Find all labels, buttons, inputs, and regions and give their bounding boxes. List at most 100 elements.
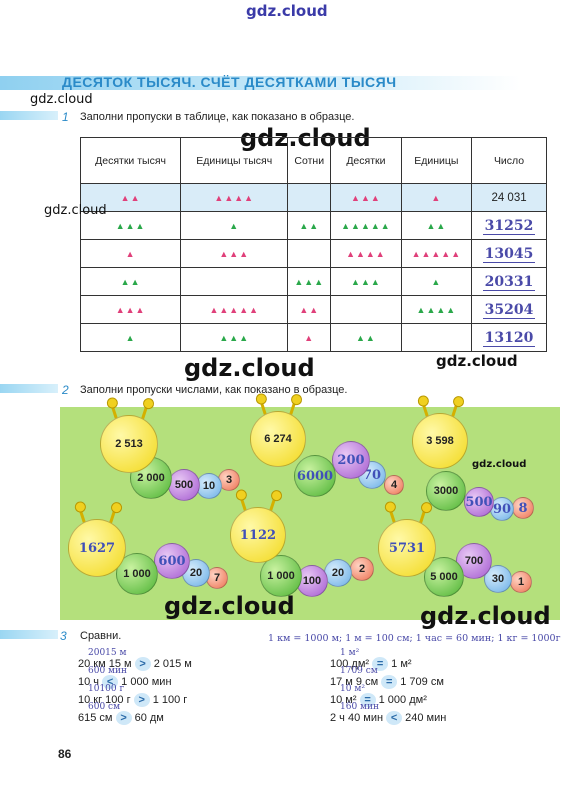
caterpillar-segment: 90 — [490, 497, 514, 521]
triangle-icon: ▲ — [431, 276, 442, 287]
right-value: 1 100 г — [149, 694, 188, 706]
triangle-cell: ▲▲▲▲ — [180, 183, 289, 212]
triangle-icon: ▲▲▲▲ — [346, 248, 386, 259]
triangle-icon: ▲▲▲▲▲ — [209, 304, 260, 315]
caterpillar-segment: 2 — [350, 557, 374, 581]
col-header: Число — [471, 137, 547, 184]
comparison-sign: < — [386, 711, 403, 725]
number-cell: 13120 — [471, 323, 547, 352]
watermark: gdz.cloud — [44, 203, 107, 218]
task3-stripe — [0, 630, 58, 639]
comparison-row: 10 м² = 1 000 дм² — [330, 693, 427, 707]
caterpillar-segment: 4 — [384, 475, 404, 495]
right-value: 1 000 мин — [118, 676, 172, 688]
triangle-cell: ▲▲▲▲▲ — [330, 211, 402, 240]
caterpillar-segment: 500 — [464, 487, 494, 517]
triangle-cell: ▲▲▲▲ — [400, 295, 473, 324]
handwritten-hint: 1709 см — [340, 666, 378, 676]
number-cell: 20331 — [471, 267, 547, 296]
triangle-icon: ▲▲ — [299, 220, 320, 231]
triangle-cell: ▲▲ — [330, 323, 402, 352]
col-header: Сотни — [287, 137, 332, 184]
watermark: gdz.cloud — [472, 459, 527, 470]
handwritten-hint: 10100 г — [88, 684, 125, 694]
table-row: ▲ ▲▲▲ ▲ ▲▲ 13120 — [79, 323, 547, 352]
comparison-row: 100 дм² = 1 м² — [330, 657, 412, 671]
left-value: 100 дм² — [330, 658, 373, 670]
handwritten-hint: 10 м² — [340, 684, 365, 694]
comparison-row: 2 ч 40 мин < 240 мин — [330, 711, 446, 725]
triangle-cell — [287, 183, 332, 212]
caterpillar-segment: 7 — [206, 567, 228, 589]
triangle-cell: ▲ — [400, 183, 473, 212]
task2-text: Заполни пропуски числами, как показано в… — [80, 384, 348, 396]
triangle-cell: ▲▲ — [79, 183, 182, 212]
comparison-row: 10 ч < 1 000 мин — [78, 675, 172, 689]
number-value: 24 031 — [491, 191, 527, 204]
triangle-cell: ▲▲▲▲ — [330, 239, 402, 268]
triangle-cell: ▲▲▲ — [79, 295, 182, 324]
caterpillar-segment: 700 — [456, 543, 492, 579]
triangle-cell — [287, 239, 332, 268]
comparison-row: 17 м 9 см = 1 709 см — [330, 675, 444, 689]
number-value: 31252 — [482, 217, 536, 235]
triangle-cell: ▲▲▲▲▲ — [400, 239, 473, 268]
number-value: 20331 — [482, 273, 536, 291]
triangle-cell — [330, 295, 402, 324]
triangle-cell — [400, 323, 473, 352]
right-value: 1 000 дм² — [375, 694, 427, 706]
comparison-sign: = — [372, 657, 389, 671]
triangle-icon: ▲ — [125, 332, 136, 343]
left-value: 2 ч 40 мин — [330, 712, 387, 724]
triangle-icon: ▲ — [431, 192, 442, 203]
triangle-icon: ▲ — [125, 248, 136, 259]
left-value: 17 м 9 см — [330, 676, 382, 688]
units-note: 1 км = 1000 м; 1 м = 100 см; 1 час = 60 … — [268, 633, 561, 644]
comparison-row: 10 кг 100 г > 1 100 г — [78, 693, 187, 707]
triangle-cell: ▲▲ — [287, 295, 332, 324]
triangle-icon: ▲▲▲ — [219, 248, 250, 259]
triangle-cell: ▲ — [79, 239, 182, 268]
task1-number: 1 — [62, 110, 69, 124]
handwritten-hint: 1 м² — [340, 648, 360, 658]
task3-text: Сравни. — [80, 630, 122, 642]
triangle-cell: ▲▲ — [79, 267, 182, 296]
number-cell: 24 031 — [471, 183, 547, 212]
comparison-sign: > — [133, 693, 150, 707]
triangle-cell: ▲▲▲ — [330, 267, 402, 296]
title-bar — [0, 76, 520, 90]
triangle-icon: ▲▲▲▲ — [416, 304, 457, 315]
triangle-icon: ▲▲ — [355, 332, 376, 343]
comparison-sign: = — [359, 693, 376, 707]
triangle-cell: ▲ — [79, 323, 182, 352]
triangle-cell: ▲▲▲ — [330, 183, 402, 212]
left-value: 10 ч — [78, 676, 103, 688]
table-row: ▲▲ ▲▲▲▲ ▲▲▲ ▲ 24 031 — [79, 183, 547, 212]
number-cell: 35204 — [471, 295, 547, 324]
triangle-cell: ▲▲▲ — [180, 323, 289, 352]
triangle-icon: ▲▲▲▲▲ — [411, 248, 462, 259]
caterpillar-head: 6 274 — [250, 411, 306, 467]
col-header: Единицы — [400, 137, 473, 184]
right-value: 1 709 см — [397, 676, 444, 688]
col-header: Десятки тысяч — [79, 137, 182, 184]
caterpillar-field: 3 10 500 2 000 2 513 4 70 200 6000 6 274 8 90 500 300… — [60, 399, 560, 620]
left-value: 10 м² — [330, 694, 360, 706]
right-value: 1 м² — [388, 658, 412, 670]
triangle-icon: ▲▲▲▲ — [214, 192, 255, 203]
caterpillar-head: 1122 — [230, 507, 286, 563]
task1-text: Заполни пропуски в таблице, как показано… — [80, 111, 355, 123]
caterpillar-segment: 8 — [512, 497, 534, 519]
task2-number: 2 — [62, 383, 69, 397]
table-row: ▲▲ ▲▲▲ ▲▲▲ ▲ 20331 — [79, 267, 547, 296]
triangle-icon: ▲▲ — [120, 276, 141, 287]
triangle-cell: ▲▲ — [287, 211, 332, 240]
comparison-row: 20 км 15 м > 2 015 м — [78, 657, 192, 671]
table-row: ▲▲▲ ▲▲▲▲▲ ▲▲ ▲▲▲▲ 35204 — [79, 295, 547, 324]
place-value-table: Десятки тысяч Единицы тысяч Сотни Десятк… — [79, 137, 547, 352]
handwritten-hint: 160 мин — [340, 702, 380, 712]
triangle-icon: ▲▲ — [120, 192, 141, 203]
triangle-icon: ▲▲ — [299, 304, 320, 315]
comparison-sign: > — [115, 711, 132, 725]
number-value: 13045 — [482, 245, 536, 263]
